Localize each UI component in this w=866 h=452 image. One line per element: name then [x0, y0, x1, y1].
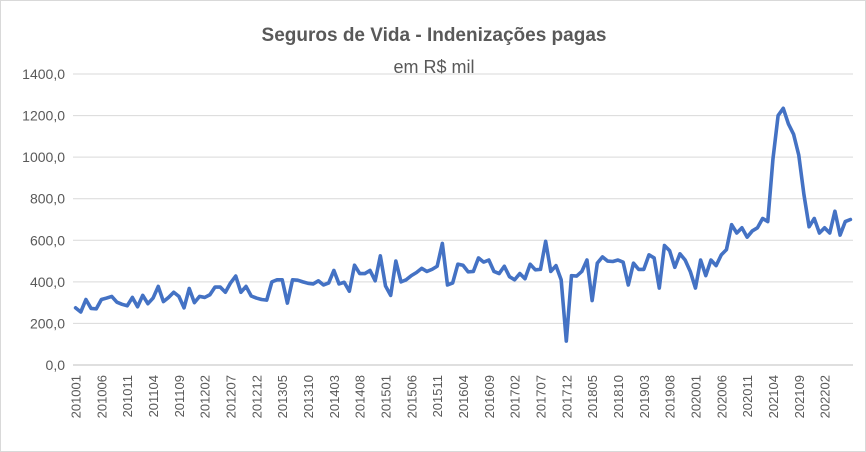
- x-tick-label: 201702: [508, 375, 523, 418]
- x-tick-label: 201310: [301, 375, 316, 418]
- x-tick-label: 201006: [94, 375, 109, 418]
- x-tick-label: 201408: [353, 375, 368, 418]
- chart-subtitle: em R$ mil: [393, 57, 474, 77]
- x-tick-label: 201212: [249, 375, 264, 418]
- y-tick-label: 0,0: [46, 357, 66, 373]
- x-tick-label: 201001: [69, 375, 84, 418]
- x-tick-label: 201104: [146, 375, 161, 417]
- y-tick-label: 1200,0: [22, 108, 65, 124]
- chart-title: Seguros de Vida - Indenizações pagas: [262, 25, 607, 46]
- x-tick-label: 201011: [120, 375, 135, 417]
- x-tick-label: 201707: [533, 375, 548, 418]
- x-tick-label: 201511: [430, 375, 445, 417]
- y-tick-label: 400,0: [30, 274, 65, 290]
- x-tick-label: 202109: [792, 375, 807, 418]
- x-tick-label: 202006: [714, 375, 729, 418]
- x-tick-label: 202011: [740, 375, 755, 417]
- x-tick-label: 201604: [456, 375, 471, 418]
- x-tick-label: 201202: [198, 375, 213, 418]
- x-tick-label: 201305: [275, 375, 290, 418]
- x-tick-label: 202202: [818, 375, 833, 418]
- x-axis-ticks: 201001 201006 201011 201104 201109 201202 2012…: [69, 375, 833, 418]
- x-tick-label: 201501: [379, 375, 394, 418]
- y-tick-label: 1400,0: [22, 66, 65, 82]
- x-tick-label: 201805: [585, 375, 600, 418]
- y-tick-label: 600,0: [30, 232, 65, 248]
- x-tick-label: 202104: [766, 375, 781, 418]
- x-tick-label: 202001: [688, 375, 703, 418]
- x-tick-label: 201903: [637, 375, 652, 418]
- x-tick-label: 201109: [172, 375, 187, 417]
- x-tick-label: 201207: [224, 375, 239, 418]
- y-tick-label: 800,0: [30, 191, 65, 207]
- y-tick-label: 200,0: [30, 315, 65, 331]
- gridlines: [73, 73, 853, 366]
- x-tick-label: 201506: [404, 375, 419, 418]
- x-tick-label: 201810: [611, 375, 626, 418]
- x-tick-label: 201403: [327, 375, 342, 418]
- y-tick-label: 1000,0: [22, 149, 65, 165]
- y-axis-ticks: 0,0 200,0 400,0 600,0 800,0 1000,0 1200,0 1400,…: [22, 66, 65, 373]
- series-line: [73, 106, 853, 343]
- x-tick-label: 201609: [482, 375, 497, 418]
- x-tick-label: 201908: [663, 375, 678, 418]
- x-tick-label: 201712: [559, 375, 574, 418]
- series-layer: [73, 106, 853, 343]
